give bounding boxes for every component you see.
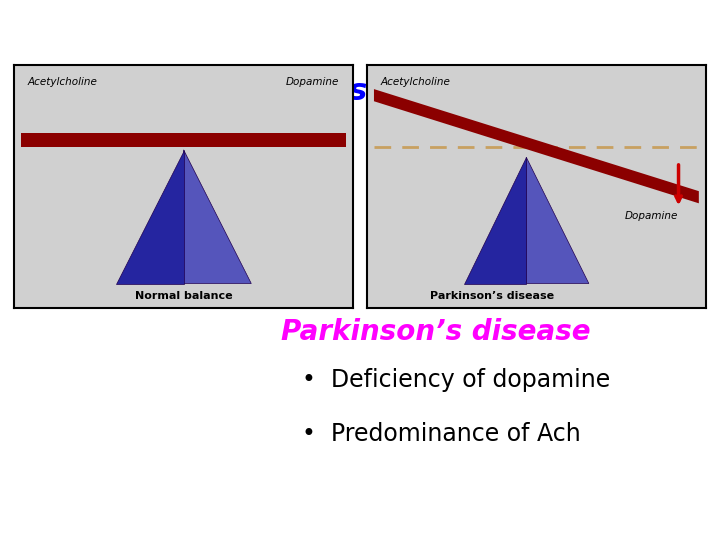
- Text: Normal balance: Normal balance: [135, 291, 233, 300]
- Polygon shape: [116, 150, 184, 284]
- Text: •  Predominance of Ach: • Predominance of Ach: [302, 422, 581, 447]
- Text: Acetylcholine: Acetylcholine: [381, 77, 451, 87]
- Polygon shape: [464, 157, 526, 284]
- Text: Parkinson’s disease: Parkinson’s disease: [281, 319, 591, 347]
- Text: Parkinson’s disease: Parkinson’s disease: [431, 291, 554, 300]
- Text: Parkinson’s disease: Parkinson’s disease: [107, 77, 447, 106]
- Text: Dopamine: Dopamine: [624, 211, 678, 221]
- Text: Dopamine: Dopamine: [286, 77, 339, 87]
- Polygon shape: [374, 89, 699, 203]
- Polygon shape: [526, 157, 589, 284]
- Polygon shape: [21, 133, 346, 147]
- Text: •  Deficiency of dopamine: • Deficiency of dopamine: [302, 368, 611, 393]
- Polygon shape: [184, 150, 251, 284]
- Text: Acetylcholine: Acetylcholine: [28, 77, 98, 87]
